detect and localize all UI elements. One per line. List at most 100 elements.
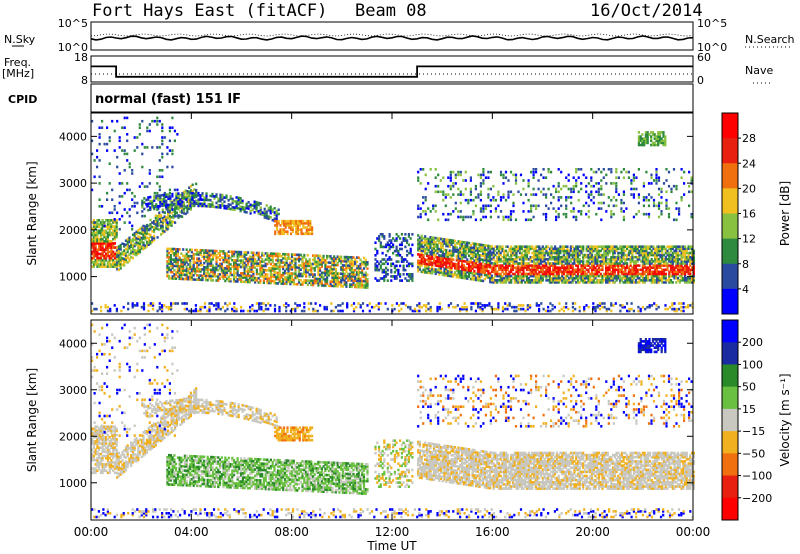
power-cell	[333, 265, 336, 269]
power-cell	[271, 260, 274, 264]
power-cell	[196, 269, 199, 273]
power-cell	[319, 273, 322, 277]
power-cell	[402, 258, 405, 261]
power-cell	[422, 253, 425, 257]
power-cell	[227, 258, 230, 262]
power-cell	[170, 222, 173, 225]
power-cell	[174, 212, 177, 216]
power-cell	[92, 219, 95, 222]
power-cell	[490, 278, 493, 282]
power-cell	[94, 227, 97, 230]
power-cell	[277, 222, 280, 225]
power-cell	[166, 270, 169, 274]
power-cell	[436, 258, 439, 261]
power-cell	[432, 268, 436, 271]
power-cell	[92, 223, 95, 226]
power-cell	[641, 249, 644, 253]
power-cell	[218, 273, 222, 276]
power-cell	[131, 250, 135, 253]
power-cell	[277, 230, 280, 233]
power-cell	[183, 254, 186, 258]
power-cell	[379, 277, 382, 280]
power-cell	[424, 210, 427, 213]
power-cell	[510, 281, 513, 284]
power-cell	[149, 233, 152, 237]
power-cell	[282, 224, 286, 227]
power-cell	[629, 245, 632, 248]
power-cell	[606, 266, 609, 269]
power-cell	[578, 270, 581, 274]
power-cell	[643, 279, 646, 282]
power-cell	[497, 279, 501, 282]
power-cell	[545, 262, 548, 265]
power-cell	[492, 276, 495, 280]
power-cell	[112, 242, 115, 245]
power-cell	[515, 270, 518, 274]
power-cell	[513, 251, 516, 255]
power-cell	[557, 270, 560, 274]
power-cell	[605, 276, 608, 280]
power-cell	[592, 281, 595, 284]
power-cell	[682, 247, 685, 251]
power-cell	[459, 265, 462, 269]
power-cell	[647, 272, 650, 276]
power-cell	[273, 267, 276, 270]
power-cell	[185, 271, 188, 275]
power-cell	[190, 278, 193, 281]
power-cell	[117, 264, 120, 267]
power-cell	[490, 262, 493, 265]
power-cell	[474, 187, 477, 191]
power-cell	[542, 168, 545, 171]
power-cell	[671, 270, 674, 274]
power-cell	[190, 250, 193, 254]
power-cell	[221, 196, 224, 199]
power-cell	[340, 266, 343, 269]
power-cell	[180, 258, 183, 262]
power-cell	[147, 198, 150, 201]
power-cell	[529, 247, 532, 251]
power-cell	[462, 255, 465, 259]
power-cell	[507, 196, 510, 199]
power-cell	[536, 281, 539, 284]
power-cell	[592, 262, 595, 265]
power-cell	[171, 264, 174, 268]
power-cell	[464, 268, 467, 272]
power-cell	[482, 168, 485, 171]
power-cell	[596, 249, 599, 253]
power-cell	[427, 182, 430, 185]
power-cell	[338, 280, 341, 284]
power-cell	[333, 257, 336, 260]
power-cell	[333, 259, 336, 263]
power-cell	[485, 265, 488, 268]
power-cell	[533, 264, 536, 267]
power-cell	[177, 214, 180, 217]
power-cell	[497, 255, 501, 259]
power-cell	[471, 261, 474, 264]
power-cell	[441, 254, 444, 258]
power-cell	[457, 215, 460, 219]
power-cell	[461, 251, 464, 254]
power-cell	[655, 266, 659, 269]
power-cell	[151, 199, 154, 203]
power-cell	[447, 176, 450, 179]
power-cell	[324, 263, 327, 266]
power-cell	[457, 240, 460, 243]
power-cell	[310, 283, 313, 287]
power-cell	[654, 264, 657, 267]
power-cell	[287, 276, 290, 279]
power-cell	[213, 195, 216, 198]
power-cell	[418, 238, 421, 242]
power-cell	[190, 265, 193, 269]
power-cell	[466, 268, 469, 272]
power-cell	[268, 279, 271, 283]
power-cell	[429, 240, 432, 243]
power-cell	[592, 276, 595, 280]
power-cell	[454, 243, 457, 247]
power-cell	[255, 270, 258, 274]
power-cell	[309, 219, 312, 223]
power-cell	[180, 252, 183, 255]
power-cell	[617, 255, 620, 259]
power-cell	[582, 268, 585, 272]
power-cell	[199, 274, 202, 277]
power-cell	[427, 237, 430, 241]
